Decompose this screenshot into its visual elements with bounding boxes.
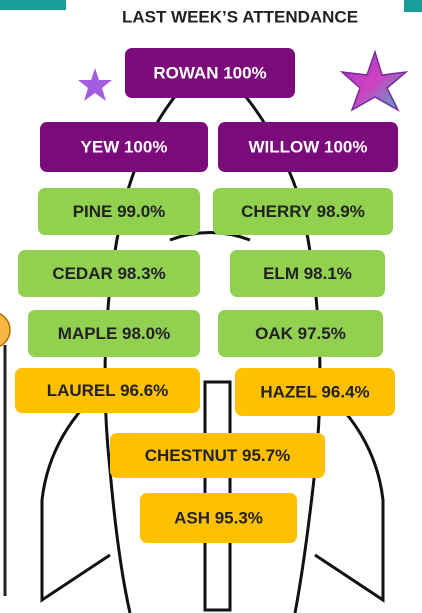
class-label: CHERRY 98.9% bbox=[241, 202, 365, 221]
corner-bar bbox=[0, 0, 66, 10]
class-label: MAPLE 98.0% bbox=[58, 324, 170, 343]
class-label: CEDAR 98.3% bbox=[52, 264, 165, 283]
decoration bbox=[0, 312, 10, 348]
class-label: HAZEL 96.4% bbox=[260, 382, 369, 401]
class-label: ROWAN 100% bbox=[153, 63, 266, 82]
class-label: LAUREL 96.6% bbox=[47, 381, 169, 400]
star bbox=[342, 52, 406, 110]
star bbox=[78, 68, 112, 101]
class-label: PINE 99.0% bbox=[73, 202, 166, 221]
class-label: CHESTNUT 95.7% bbox=[145, 446, 290, 465]
class-label: WILLOW 100% bbox=[248, 137, 367, 156]
class-label: YEW 100% bbox=[81, 137, 168, 156]
class-label: ASH 95.3% bbox=[174, 508, 263, 527]
class-label: OAK 97.5% bbox=[255, 324, 346, 343]
title: LAST WEEK’S ATTENDANCE bbox=[122, 7, 358, 26]
class-label: ELM 98.1% bbox=[263, 264, 352, 283]
infographic: LAST WEEK’S ATTENDANCE ROWAN 100% YEW 100… bbox=[0, 0, 422, 613]
corner-bar bbox=[404, 0, 422, 12]
